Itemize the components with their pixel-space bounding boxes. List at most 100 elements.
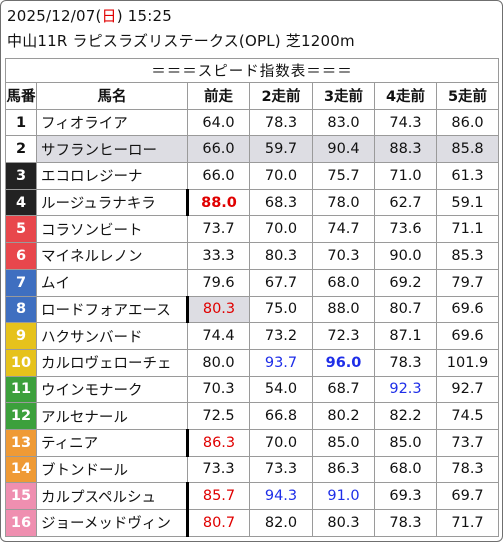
speed-index-value: 93.7 [249,348,313,377]
speed-index-value: 70.0 [249,428,313,457]
table-row: 13 ティニア 86.3 70.0 85.0 85.0 73.7 [5,428,500,457]
speed-index-value: 78.0 [312,188,375,217]
horse-name: エコロレジーナ [36,162,188,190]
speed-index-value: 85.8 [435,135,500,164]
speed-index-value: 74.7 [312,215,375,244]
speed-index-value: 92.3 [374,375,437,404]
speed-index-value: 64.0 [187,108,250,137]
speed-index-value: 85.0 [374,428,437,457]
horse-number: 1 [5,108,37,137]
horse-number: 9 [5,322,37,350]
speed-index-value: 80.0 [187,348,250,377]
speed-index-value: 88.0 [312,295,375,324]
horse-name: ロードフォアエース [36,295,188,324]
table-row: 6 マイネルレノン 33.3 80.3 70.3 90.0 85.3 [5,242,500,270]
speed-index-value: 96.0 [312,348,375,377]
speed-index-value: 69.6 [435,322,500,350]
horse-name: ブトンドール [36,455,188,484]
horse-name: ジョーメッドヴィン [36,509,188,537]
speed-index-value: 80.3 [249,242,313,270]
race-info: 中山11R ラピスラズリステークス(OPL) 芝1200m [7,32,355,50]
speed-index-value: 94.3 [249,482,313,510]
speed-index-value: 80.2 [312,402,375,430]
col-header-5-races-ago: 5走前 [435,82,500,110]
speed-index-value: 74.4 [187,322,250,350]
speed-index-value: 73.6 [374,215,437,244]
speed-index-value: 69.2 [374,268,437,297]
speed-index-value: 83.0 [312,108,375,137]
horse-name: フィオライア [36,108,188,137]
table-title-row: ＝＝＝スピード指数表＝＝＝ [4,58,500,83]
speed-index-value: 92.7 [435,375,500,404]
speed-index-value: 91.0 [312,482,375,510]
horse-name: ハクサンバード [36,322,188,350]
horse-name: アルセナール [36,402,188,430]
speed-index-value: 62.7 [374,188,437,217]
speed-index-value: 78.3 [435,455,500,484]
horse-number: 5 [5,215,37,244]
speed-index-value: 78.3 [374,348,437,377]
horse-name: ティニア [36,428,188,457]
horse-number: 14 [5,455,37,484]
speed-index-value: 80.7 [374,295,437,324]
horse-number: 2 [5,135,37,164]
speed-index-value: 73.3 [249,455,313,484]
speed-index-value: 88.3 [374,135,437,164]
horse-number: 6 [5,242,37,270]
table-row: 4 ルージュラナキラ 88.0 68.3 78.0 62.7 59.1 [5,188,500,217]
weekday-open: ( [95,7,102,25]
race-date: 2025/12/07 [7,7,96,25]
speed-index-value: 86.3 [312,455,375,484]
speed-index-value: 59.1 [435,188,500,217]
table-row: 14 ブトンドール 73.3 73.3 86.3 68.0 78.3 [5,455,500,484]
weekday: 日 [101,7,117,25]
table-row: 7 ムイ 79.6 67.7 68.0 69.2 79.7 [5,268,500,297]
horse-name: カルロヴェローチェ [36,348,188,377]
speed-index-value: 66.0 [187,162,250,190]
speed-index-value: 85.0 [312,428,375,457]
table-row: 16 ジョーメッドヴィン 80.7 82.0 80.3 78.3 71.7 [5,509,500,537]
speed-index-value: 82.2 [374,402,437,430]
horse-number: 12 [5,402,37,430]
speed-index-value: 79.6 [187,268,250,297]
table-row: 3 エコロレジーナ 66.0 70.0 75.7 71.0 61.3 [5,162,500,190]
header-row: 馬番 馬名 前走 2走前 3走前 4走前 5走前 [5,82,500,110]
speed-index-value: 69.6 [435,295,500,324]
speed-index-value: 80.3 [186,295,250,324]
speed-index-value: 78.3 [249,108,313,137]
horse-name: ウインモナーク [36,375,188,404]
speed-index-value: 68.7 [312,375,375,404]
col-header-4-races-ago: 4走前 [374,82,437,110]
speed-index-value: 71.7 [435,509,500,537]
weekday-close: ) [116,7,123,25]
speed-index-value: 68.3 [249,188,313,217]
speed-index-value: 90.4 [312,135,375,164]
speed-index-value: 88.0 [186,188,250,217]
speed-index-value: 86.0 [435,108,500,137]
horse-number: 4 [5,188,37,217]
speed-index-value: 73.2 [249,322,313,350]
speed-index-value: 74.3 [374,108,437,137]
col-header-3-races-ago: 3走前 [312,82,375,110]
speed-index-value: 75.7 [312,162,375,190]
horse-name: コラソンビート [36,215,188,244]
table-row: 5 コラソンビート 73.7 70.0 74.7 73.6 71.1 [5,215,500,244]
speed-index-value: 54.0 [249,375,313,404]
speed-index-value: 80.7 [186,509,250,537]
speed-index-value: 101.9 [435,348,500,377]
speed-index-value: 68.0 [312,268,375,297]
table-row: 8 ロードフォアエース 80.3 75.0 88.0 80.7 69.6 [5,295,500,324]
horse-number: 16 [5,509,37,537]
table-row: 10 カルロヴェローチェ 80.0 93.7 96.0 78.3 101.9 [5,348,500,377]
horse-number: 15 [5,482,37,510]
speed-index-value: 66.0 [187,135,250,164]
speed-index-value: 80.3 [312,509,375,537]
horse-name: ルージュラナキラ [36,188,188,217]
speed-index-value: 75.0 [249,295,313,324]
speed-index-value: 72.5 [187,402,250,430]
speed-index-value: 61.3 [435,162,500,190]
speed-index-table: ＝＝＝スピード指数表＝＝＝ 馬番 馬名 前走 2走前 3走前 4走前 5走前 1… [4,58,500,537]
col-header-2-races-ago: 2走前 [249,82,313,110]
datetime-line: 2025/12/07(日) 15:25 [7,6,172,26]
